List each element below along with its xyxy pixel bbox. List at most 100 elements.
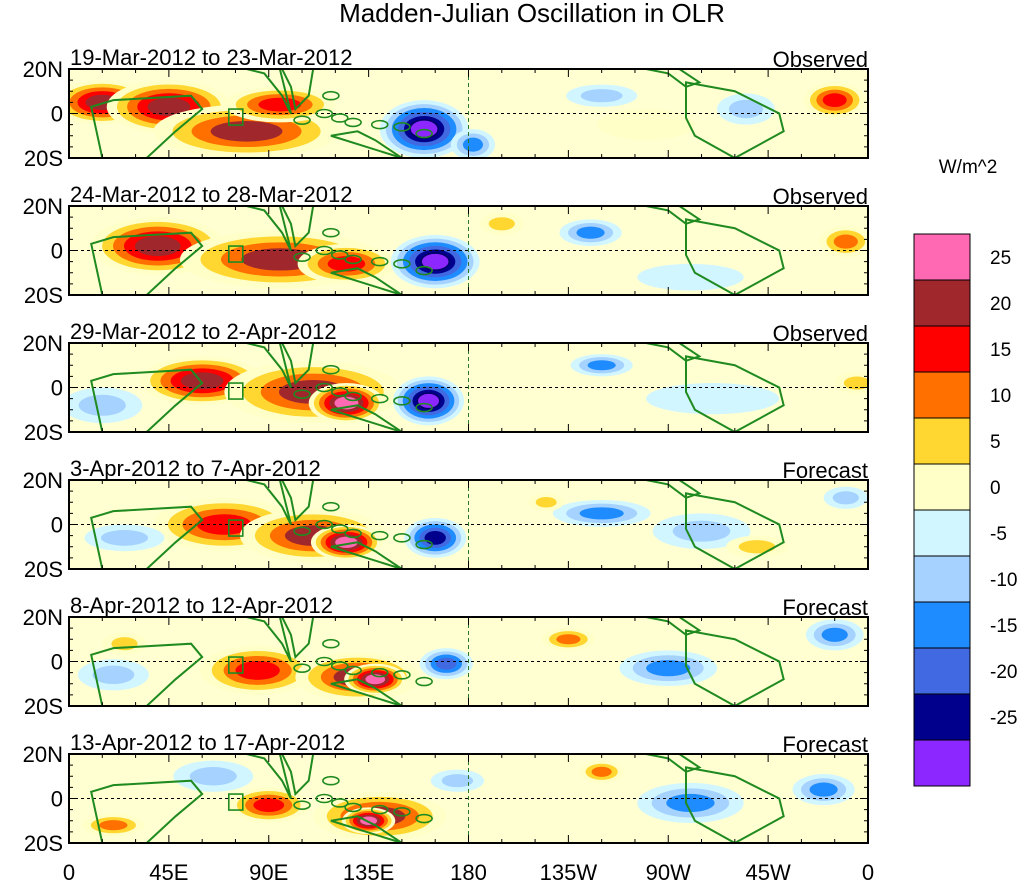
coastline [330,678,403,706]
anomaly-contour [441,774,474,788]
island-outline [415,265,433,276]
coastline [280,343,315,386]
olr-panel: 20N 0 20S 13-Apr-2012 to 17-Apr-2012 Forecas… [23,730,869,856]
anomaly-contour [587,360,616,371]
colorbar-swatch [913,417,971,465]
island-outline [293,115,311,125]
island-outline [330,798,349,808]
colorbar-swatch [913,693,971,741]
coastline [280,754,315,797]
island-outline [415,402,433,413]
island-outline [293,526,311,536]
coastline [246,69,292,114]
colorbar-tick-label: 20 [990,294,1011,315]
island-outline [415,676,433,687]
island-outline [322,227,340,238]
anomaly-contour [134,236,181,257]
colorbar-tick-label: -20 [990,662,1017,683]
island-outline [330,524,349,534]
x-tick-label: 45W [746,860,791,885]
panel-period-label: 13-Apr-2012 to 17-Apr-2012 [70,730,345,755]
coastline [280,69,315,112]
island-outline [322,364,340,375]
island-outline [330,661,349,671]
island-outline [393,533,411,543]
coastline [645,206,702,225]
island-outline [370,804,389,815]
coastline [280,480,315,523]
coastline [685,766,785,843]
island-outline [370,530,389,541]
coastline [685,492,785,569]
coastline [645,754,702,773]
anomaly-contour [580,89,623,103]
island-outline [344,117,362,128]
island-outline [393,122,411,132]
colorbar-swatch [913,233,971,281]
y-tick-label: 0 [51,239,63,264]
anomaly-contour [646,660,691,677]
colorbar-swatch [913,647,971,695]
colorbar-tick-label: 0 [990,478,1001,499]
panel-kind-label: Forecast [782,595,868,620]
coastline [330,404,403,432]
island-outline [322,638,340,649]
anomaly-contour [809,782,838,797]
island-outline [293,800,311,810]
y-tick-label: 20S [24,831,63,856]
island-outline [393,259,411,269]
anomaly-contour [488,217,515,231]
anomaly-contour [646,383,780,415]
olr-panel: 20N 0 20S 29-Mar-2012 to 2-Apr-2012 Observed [23,319,869,445]
panels-group: 20N 0 20S 19-Mar-2012 to 23-Mar-2012 Observe… [23,45,869,856]
island-outline [370,256,389,267]
anomaly-contour [579,507,624,520]
anomaly-contour [424,530,446,545]
x-tick-label: 0 [862,860,874,885]
coastline [685,218,785,295]
anomaly-contour [535,496,557,508]
coastline [246,754,292,799]
anomaly-contour [738,540,776,554]
colorbar-swatch [913,371,971,419]
colorbar-swatch [913,279,971,327]
panel-period-label: 29-Mar-2012 to 2-Apr-2012 [70,319,337,344]
coastline [330,267,403,295]
olr-panel: 20N 0 20S 24-Mar-2012 to 28-Mar-2012 Observe… [23,182,869,308]
y-tick-label: 20S [24,694,63,719]
anomaly-contour [92,665,135,685]
olr-panel: 20N 0 20S 3-Apr-2012 to 7-Apr-2012 Forecast [23,456,869,582]
coastline [90,505,204,569]
y-tick-label: 0 [51,102,63,127]
island-outline [293,389,311,399]
island-outline [415,813,433,824]
anomaly-contour [832,491,859,505]
anomaly-contour [235,660,280,680]
island-outline [293,252,311,262]
panel-period-label: 24-Mar-2012 to 28-Mar-2012 [70,182,352,207]
island-outline [344,802,362,813]
colorbar-swatch [913,555,971,603]
anomaly-contour [597,109,695,141]
coastline [246,480,292,525]
anomaly-contour [576,226,605,239]
anomaly-contour [591,766,612,777]
anomaly-contour [833,234,858,249]
island-outline [322,501,340,512]
coastline [645,480,702,499]
coastline [246,617,292,662]
y-tick-label: 0 [51,787,63,812]
colorbar: W/m^2 25 20 15 10 5 0 -5 -10 -15 -20 -25 [913,157,1017,787]
island-outline [315,519,334,530]
y-tick-label: 20N [23,742,63,767]
island-outline [344,665,362,676]
colorbar-tick-label: -25 [990,708,1017,729]
region-box [228,108,244,126]
anomaly-contour [666,793,715,813]
region-box [228,519,244,537]
y-tick-label: 20N [23,605,63,630]
island-outline [330,250,349,260]
colorbar-tick-label: -15 [990,616,1017,637]
coastline [90,368,204,432]
island-outline [393,670,411,680]
